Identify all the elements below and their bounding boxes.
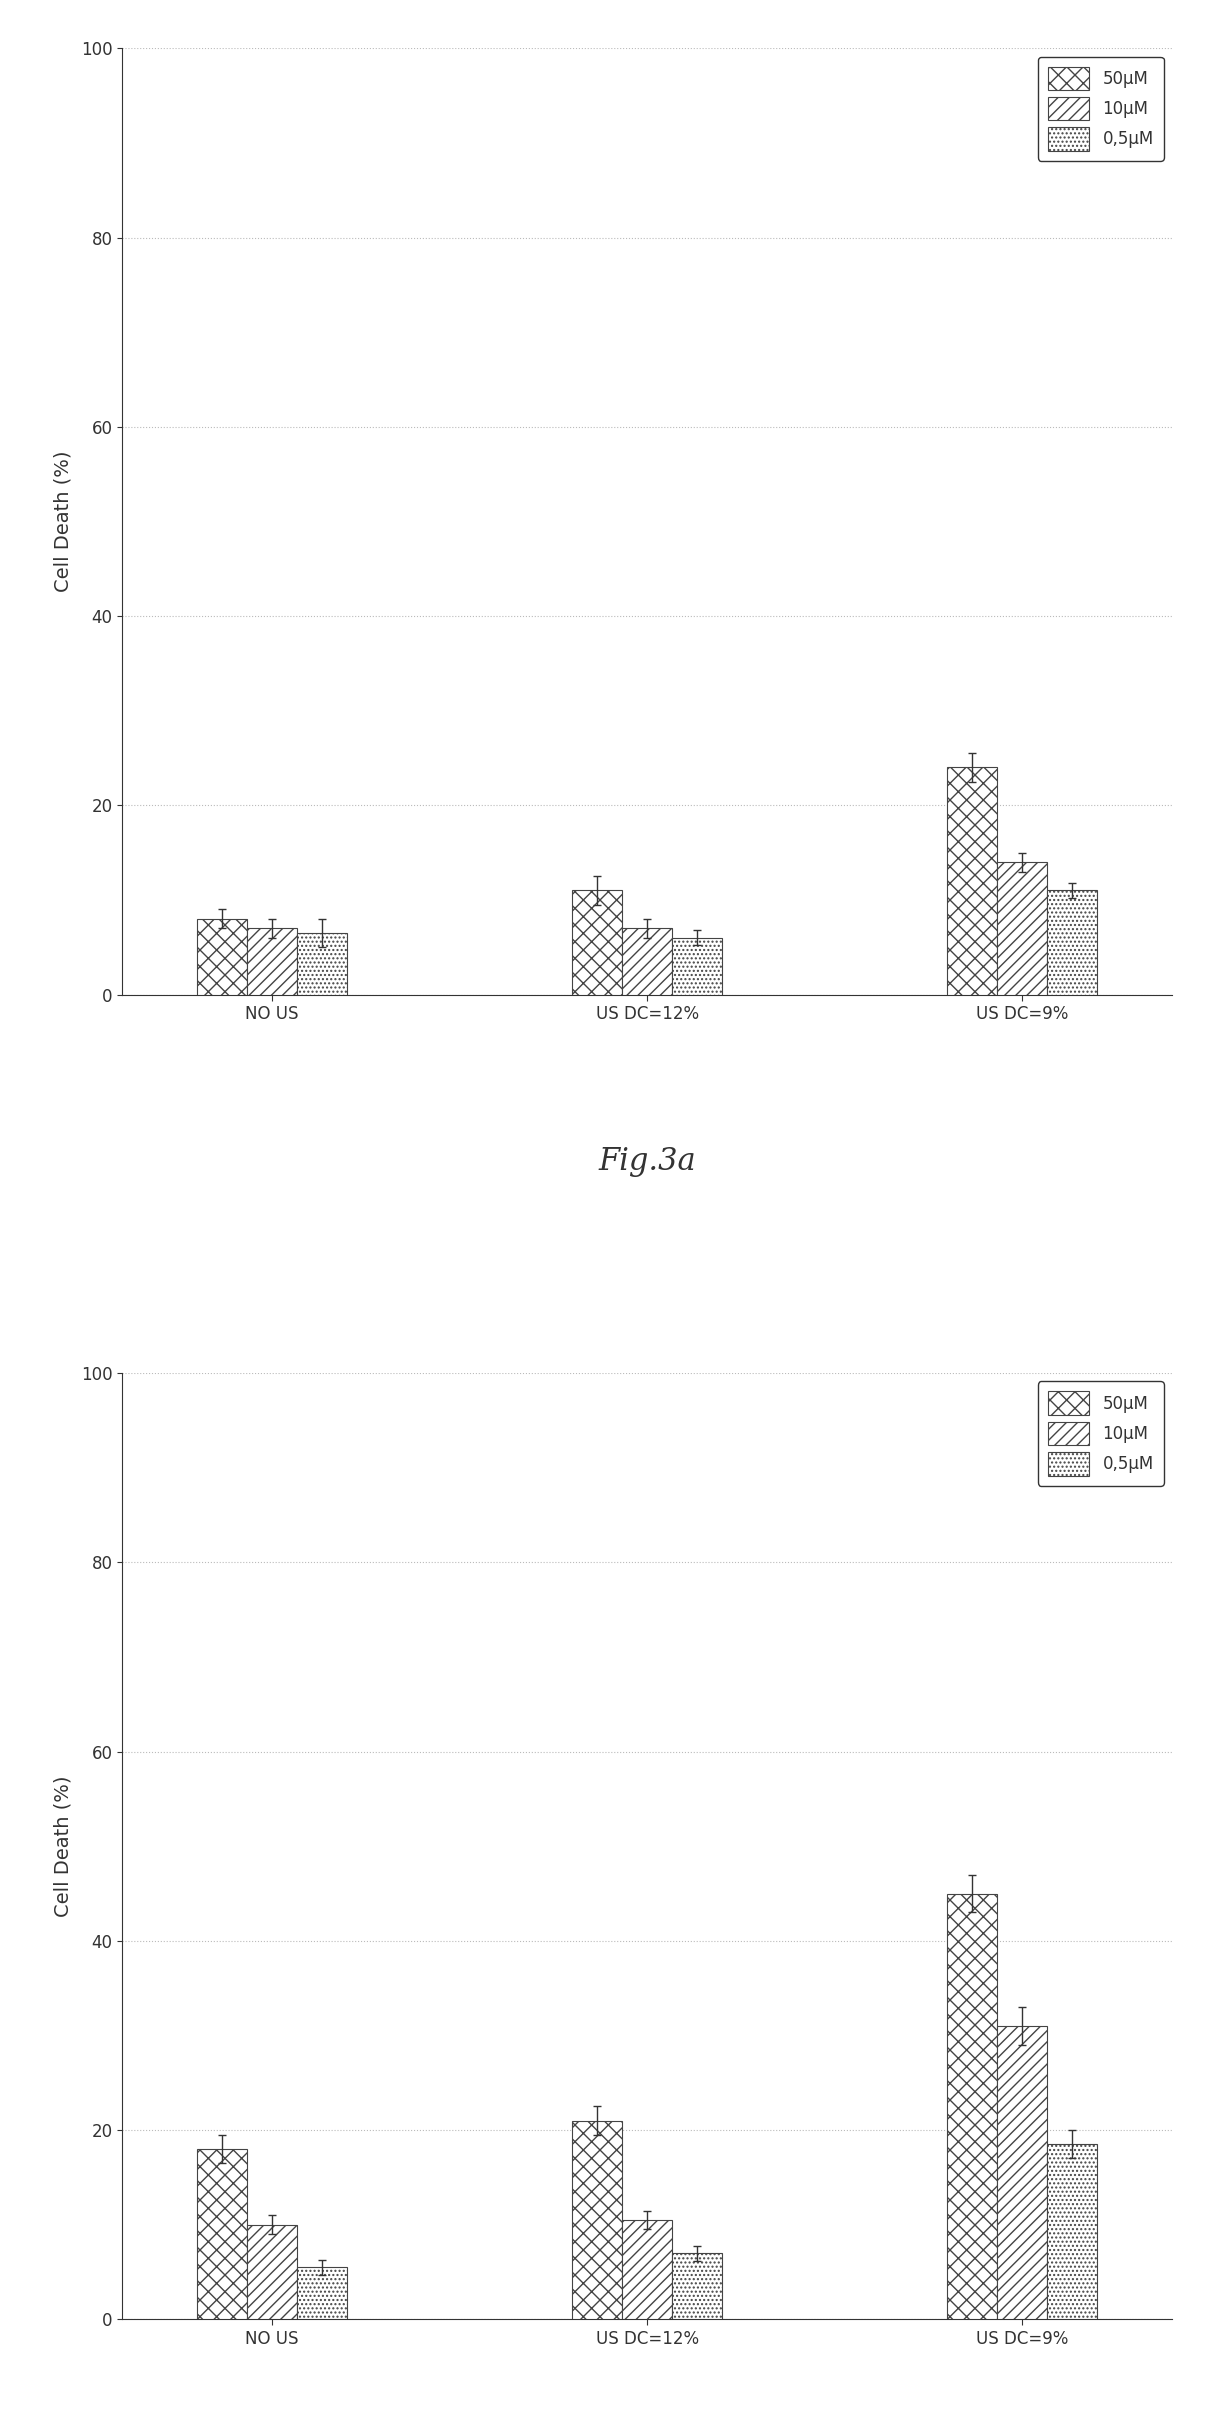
Bar [297, 933, 347, 995]
Bar [998, 863, 1048, 995]
Bar [623, 928, 672, 995]
Bar [247, 928, 297, 995]
Legend: 50μM, 10μM, 0,5μM: 50μM, 10μM, 0,5μM [1038, 56, 1164, 162]
Bar [197, 2150, 247, 2319]
Bar [672, 2254, 722, 2319]
Bar [623, 2220, 672, 2319]
Y-axis label: Cell Death (%): Cell Death (%) [54, 1776, 72, 1916]
Bar [297, 2266, 347, 2319]
Bar [998, 2027, 1048, 2319]
Bar [197, 918, 247, 995]
Legend: 50μM, 10μM, 0,5μM: 50μM, 10μM, 0,5μM [1038, 1382, 1164, 1486]
Y-axis label: Cell Death (%): Cell Death (%) [54, 452, 72, 592]
Bar [1048, 892, 1098, 995]
Bar [573, 2121, 623, 2319]
Bar [672, 937, 722, 995]
Bar [947, 1894, 998, 2319]
Bar [247, 2225, 297, 2319]
Text: Fig.3a: Fig.3a [598, 1145, 696, 1177]
Bar [947, 768, 998, 995]
Bar [573, 892, 623, 995]
Bar [1048, 2145, 1098, 2319]
